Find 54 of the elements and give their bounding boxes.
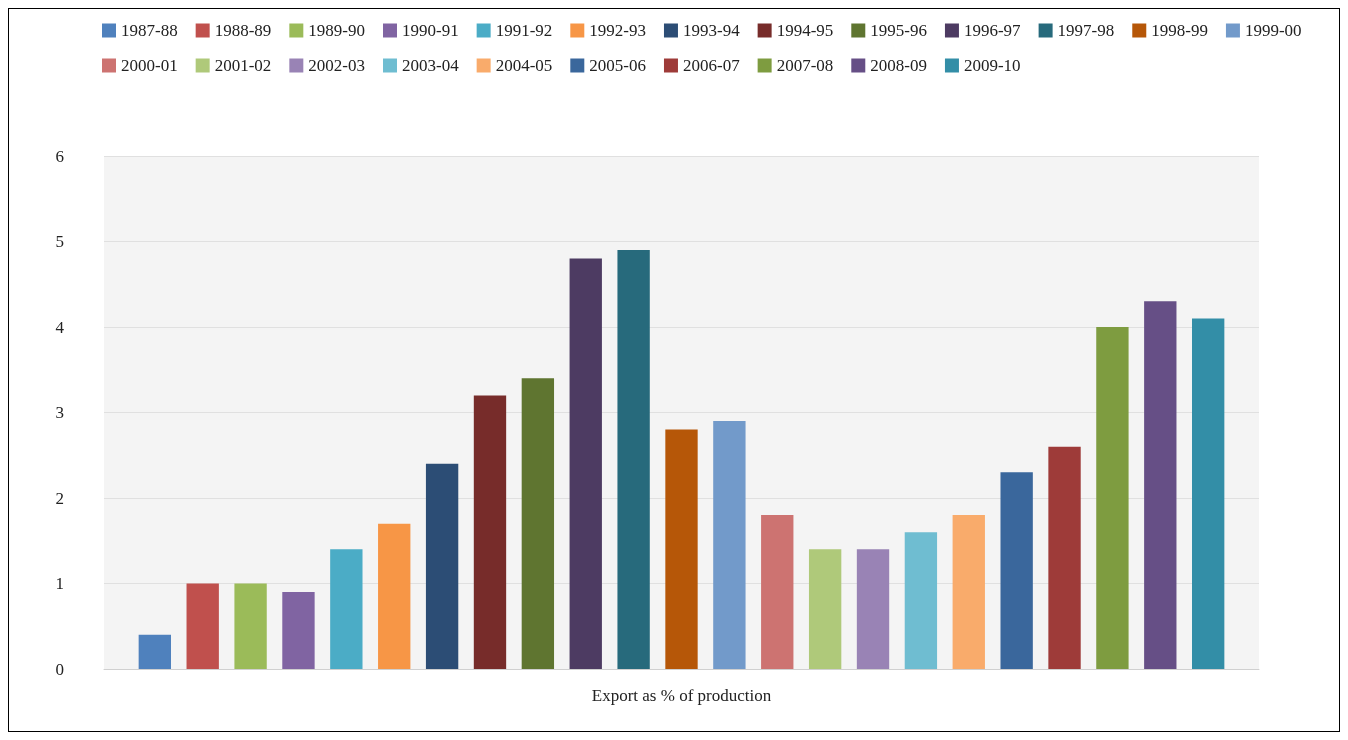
bar — [425, 463, 459, 669]
legend-label: 2006-07 — [682, 56, 741, 75]
legend-label: 1997-98 — [1057, 21, 1115, 40]
y-tick-label: 4 — [55, 317, 65, 337]
bar — [1144, 301, 1177, 669]
bar — [138, 634, 171, 669]
bar — [713, 421, 746, 669]
legend-label: 1987-88 — [121, 21, 178, 40]
bar — [904, 532, 938, 669]
bar — [1048, 446, 1081, 669]
legend-label: 2005-06 — [589, 56, 646, 75]
legend-label: 1998-99 — [1151, 21, 1208, 40]
legend-label: 1999-00 — [1244, 21, 1302, 40]
y-tick-label: 3 — [55, 403, 64, 422]
legend-label: 1995-96 — [870, 21, 927, 40]
bar — [1096, 327, 1129, 669]
bar — [761, 515, 794, 669]
legend-label: 1994-95 — [776, 21, 834, 40]
legend-label: 1990-91 — [401, 21, 459, 40]
bar — [330, 549, 363, 669]
bar — [378, 523, 411, 669]
bar — [665, 429, 698, 669]
legend-label: 2009-10 — [963, 56, 1021, 75]
bar — [808, 549, 842, 669]
legend-label: 1991-92 — [495, 21, 553, 40]
legend-label: 1989-90 — [308, 21, 365, 40]
legend-label: 1993-94 — [682, 21, 741, 40]
bar — [1000, 472, 1033, 669]
legend-label: 2008-09 — [870, 56, 927, 75]
y-tick-label: 6 — [55, 146, 64, 166]
y-tick-label: 0 — [55, 659, 64, 679]
legend-label: 2002-03 — [308, 56, 365, 75]
y-tick-label: 5 — [55, 232, 64, 251]
bar — [569, 258, 602, 669]
bar — [234, 583, 267, 669]
bar — [521, 378, 555, 669]
bar — [856, 549, 890, 669]
bar — [186, 583, 219, 669]
legend-label: 2001-02 — [214, 56, 272, 75]
legend-label: 2000-01 — [121, 56, 178, 75]
x-tick-label: Export as % of production — [591, 686, 772, 705]
bar — [1192, 318, 1225, 669]
y-tick-label: 1 — [55, 574, 64, 593]
legend-label: 1996-97 — [963, 21, 1022, 40]
legend-label: 2007-08 — [776, 56, 834, 75]
y-tick-label: 2 — [55, 488, 64, 508]
legend-label: 1992-93 — [589, 21, 646, 40]
bar — [473, 395, 507, 669]
legend-label: 2003-04 — [401, 56, 460, 75]
legend-label: 1988-89 — [214, 21, 272, 40]
legend-label: 2004-05 — [495, 56, 553, 75]
bar — [617, 250, 650, 669]
bar — [282, 592, 315, 669]
bar — [952, 515, 985, 669]
